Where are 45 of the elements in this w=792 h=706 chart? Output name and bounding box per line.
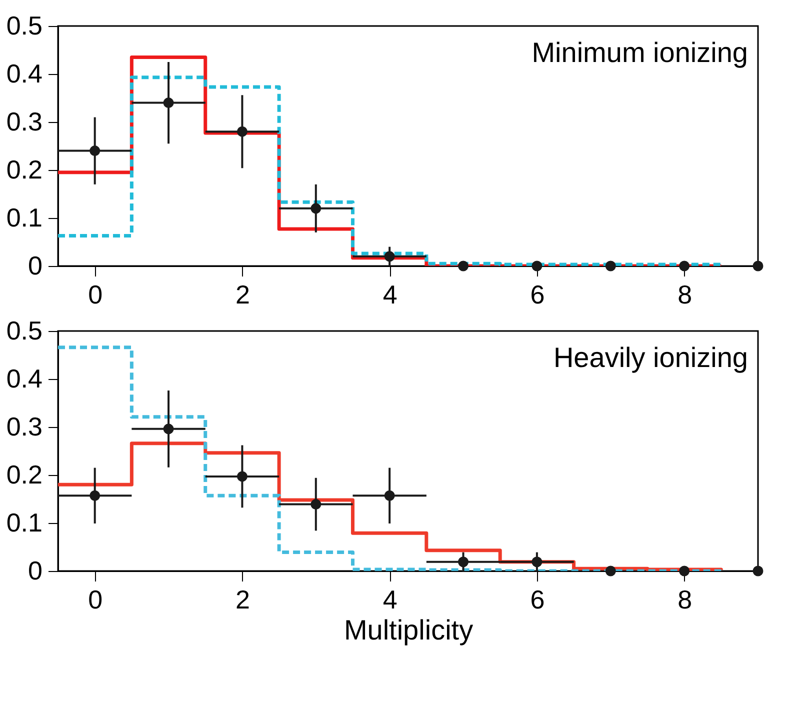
point	[532, 556, 542, 568]
y-tick-label: 0.3	[6, 106, 42, 136]
x-tick-label: 0	[88, 280, 103, 310]
x-tick-label: 4	[382, 280, 398, 310]
y-tick-label: 0.2	[6, 460, 42, 490]
y-tick-label: 0.2	[6, 154, 42, 184]
point	[236, 126, 248, 137]
x-axis-title: Multiplicity	[344, 614, 474, 646]
point	[605, 260, 616, 272]
x-tick-label: 2	[235, 584, 250, 614]
annotation: Minimum ionizing	[532, 37, 748, 68]
y-tick-label: 0	[28, 250, 42, 280]
point	[752, 566, 764, 576]
point	[752, 260, 764, 272]
point	[90, 146, 100, 156]
y-tick-label: 0.5	[6, 10, 42, 40]
point	[679, 566, 690, 576]
point	[310, 203, 322, 214]
x-tick-label: 6	[530, 280, 545, 310]
x-tick-label: 6	[530, 584, 545, 614]
x-tick-label: 2	[235, 280, 250, 310]
x-tick-label: 8	[678, 584, 692, 614]
x-tick-label: 0	[88, 584, 103, 614]
point	[163, 98, 174, 108]
point	[163, 424, 174, 434]
point	[236, 471, 248, 482]
y-tick-label: 0.4	[6, 58, 42, 88]
annotation: Heavily ionizing	[553, 342, 748, 373]
point	[310, 499, 322, 510]
point	[605, 566, 616, 576]
point	[384, 251, 395, 262]
y-tick-label: 0.1	[6, 508, 42, 538]
point	[458, 556, 469, 568]
y-tick-label: 0.1	[6, 202, 42, 232]
y-tick-label: 0.5	[6, 316, 42, 346]
point	[90, 490, 100, 501]
y-tick-label: 0	[28, 556, 42, 586]
point	[384, 490, 395, 501]
x-tick-label: 8	[678, 280, 692, 310]
x-tick-label: 4	[382, 584, 398, 614]
y-tick-label: 0.4	[6, 364, 42, 394]
point	[532, 260, 542, 272]
point	[458, 260, 469, 272]
point	[679, 260, 690, 272]
y-tick-label: 0.3	[6, 412, 42, 442]
